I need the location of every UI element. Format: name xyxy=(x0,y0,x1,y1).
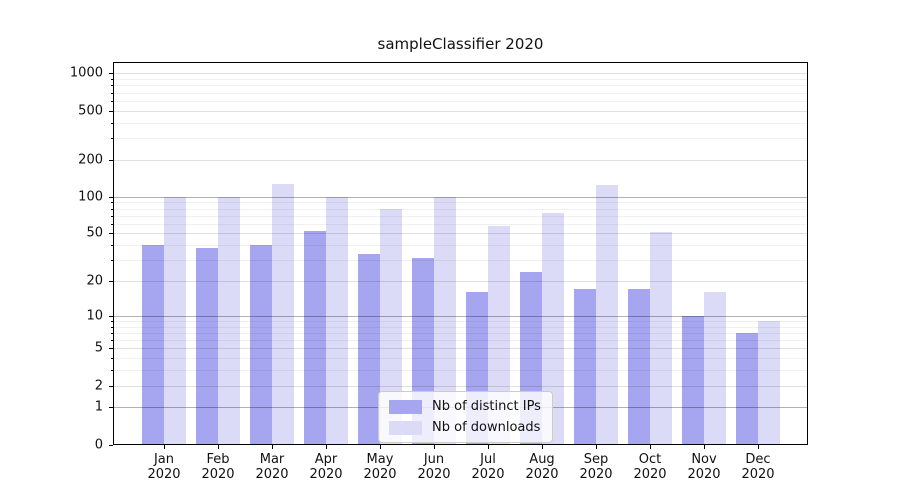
legend-label-downloads: Nb of downloads xyxy=(432,420,541,435)
bar-downloads-jun xyxy=(434,196,456,445)
bar-downloads-aug xyxy=(542,212,564,445)
bar-downloads-dec xyxy=(758,320,780,445)
bar-distinct-ips-dec xyxy=(736,332,758,445)
bar-distinct-ips-oct xyxy=(628,289,650,445)
legend-swatch-distinct-ips xyxy=(389,399,422,414)
bar-downloads-apr xyxy=(326,196,348,445)
bar-distinct-ips-may xyxy=(358,253,380,445)
bar-distinct-ips-feb xyxy=(196,247,218,445)
chart-title: sampleClassifier 2020 xyxy=(377,35,544,53)
legend: Nb of distinct IPs Nb of downloads xyxy=(378,391,553,443)
bar-downloads-oct xyxy=(650,232,672,445)
bar-downloads-jul xyxy=(488,226,510,445)
bar-downloads-jan xyxy=(164,196,186,445)
bar-downloads-mar xyxy=(272,183,294,445)
legend-swatch-downloads xyxy=(389,420,422,435)
bar-distinct-ips-apr xyxy=(304,231,326,445)
bar-downloads-feb xyxy=(218,196,240,445)
legend-item-downloads: Nb of downloads xyxy=(389,420,541,435)
bar-distinct-ips-sep xyxy=(574,289,596,445)
bar-distinct-ips-jan xyxy=(142,245,164,445)
bar-downloads-may xyxy=(380,208,402,445)
bar-distinct-ips-mar xyxy=(250,245,272,445)
legend-item-distinct-ips: Nb of distinct IPs xyxy=(389,399,541,414)
bar-downloads-sep xyxy=(596,185,618,445)
legend-label-distinct-ips: Nb of distinct IPs xyxy=(432,399,541,414)
bar-downloads-nov xyxy=(704,292,726,445)
bar-distinct-ips-nov xyxy=(682,315,704,445)
